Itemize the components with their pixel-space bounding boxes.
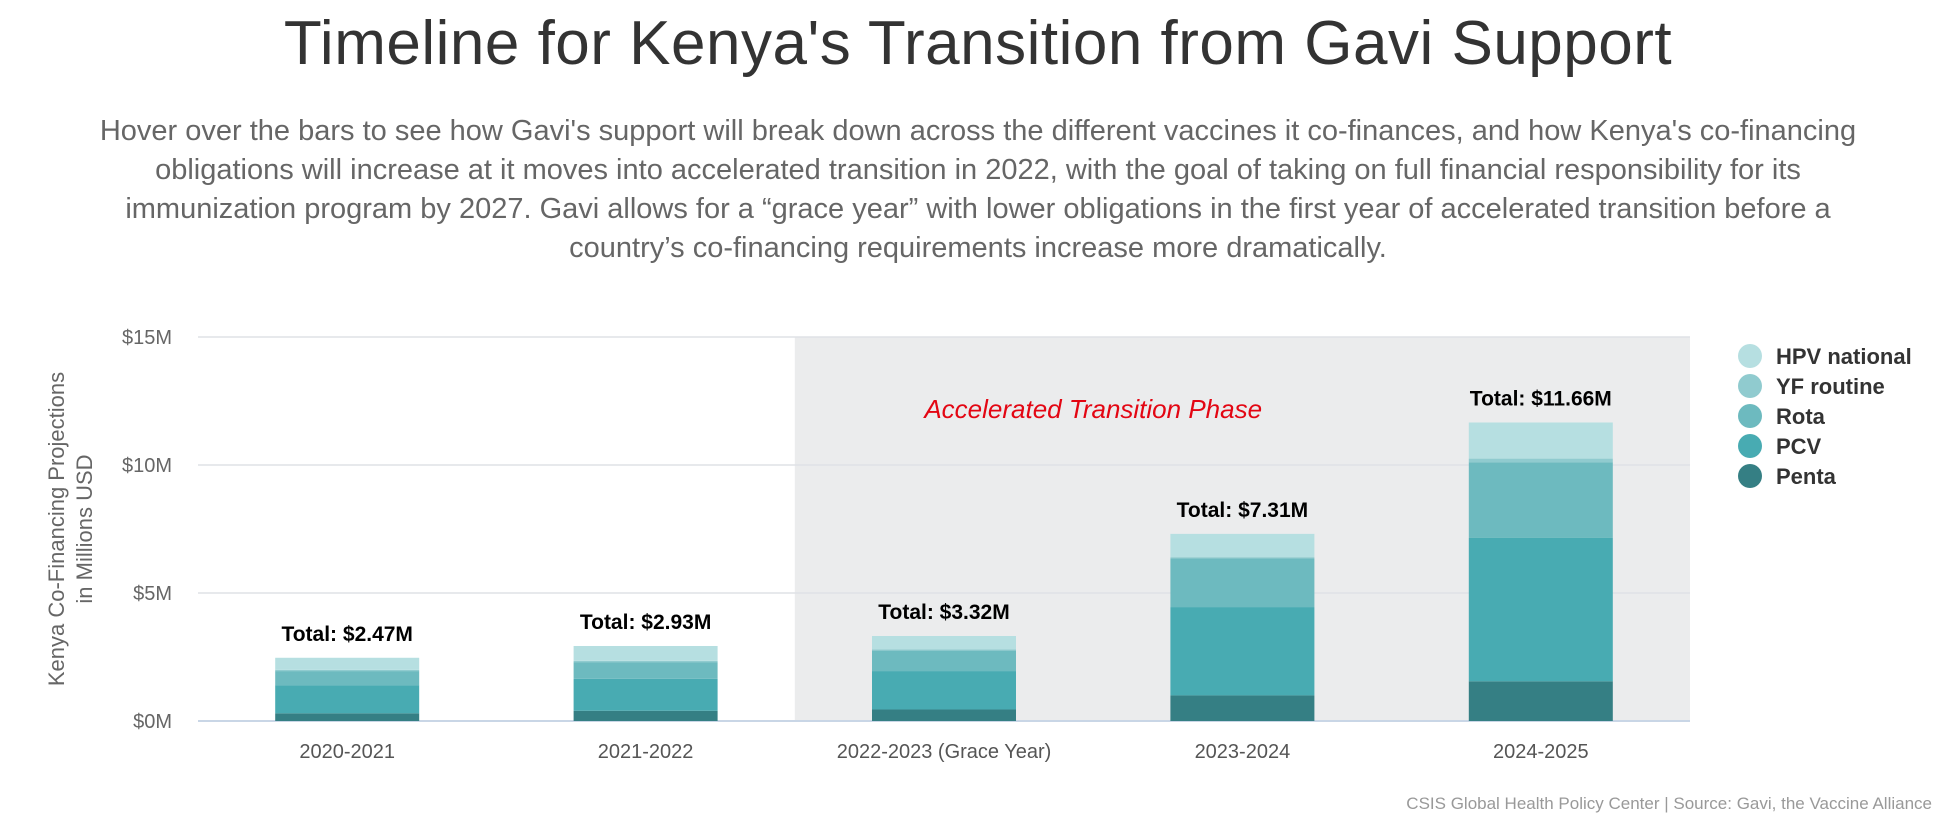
y-tick-label: $15M	[122, 327, 172, 349]
bar-segment-yf-routine	[1170, 557, 1315, 559]
legend-swatch	[1738, 344, 1762, 368]
bar-segment-yf-routine	[1468, 458, 1613, 463]
bar-segment-pcv	[275, 685, 420, 714]
bar-segment-penta	[1468, 681, 1613, 721]
bar-total-label: Total: $2.93M	[580, 611, 711, 634]
bar-segment-rota	[1468, 462, 1613, 538]
legend-label: YF routine	[1776, 374, 1885, 399]
bar-segment-pcv	[872, 671, 1016, 710]
bar-segment-yf-routine	[275, 669, 420, 672]
bar-segment-rota	[275, 671, 420, 686]
bar-segment-rota	[573, 662, 718, 679]
legend-label: Rota	[1776, 404, 1826, 429]
chart-title: Timeline for Kenya's Transition from Gav…	[283, 9, 1673, 78]
y-tick-label: $5M	[133, 583, 172, 605]
bar-segment-hpv-national	[1468, 422, 1613, 459]
x-tick-label: 2020-2021	[299, 741, 395, 763]
bar-segment-pcv	[1170, 607, 1315, 696]
legend-swatch	[1738, 434, 1762, 458]
source-note: CSIS Global Health Policy Center | Sourc…	[1406, 794, 1932, 813]
legend-label: Penta	[1776, 464, 1837, 489]
legend-label: PCV	[1776, 434, 1822, 459]
bar-segment-hpv-national	[872, 636, 1016, 650]
y-tick-label: $10M	[122, 455, 172, 477]
legend-swatch	[1738, 374, 1762, 398]
legend-label: HPV national	[1776, 344, 1912, 369]
bar-segment-hpv-national	[573, 645, 718, 661]
y-axis-label: in Millions USD	[72, 454, 97, 603]
bar-segment-hpv-national	[1170, 533, 1315, 558]
x-tick-label: 2023-2024	[1195, 741, 1291, 763]
bar-segment-rota	[1170, 558, 1315, 608]
phase-annotation: Accelerated Transition Phase	[922, 394, 1262, 424]
bar-total-label: Total: $2.47M	[281, 623, 412, 646]
bar-segment-penta	[1170, 695, 1315, 721]
y-axis-label: Kenya Co-Financing Projections	[44, 372, 69, 686]
x-tick-label: 2024-2025	[1493, 741, 1589, 763]
y-tick-label: $0M	[133, 711, 172, 733]
bar-segment-pcv	[573, 678, 718, 711]
legend-swatch	[1738, 404, 1762, 428]
bar-segment-pcv	[1468, 537, 1613, 682]
bar-total-label: Total: $11.66M	[1470, 388, 1612, 411]
bar-segment-penta	[275, 713, 420, 721]
bar-segment-rota	[872, 650, 1016, 672]
bar-segment-penta	[573, 710, 718, 721]
chart-subtitle: Hover over the bars to see how Gavi's su…	[99, 115, 1857, 264]
bar-segment-yf-routine	[573, 660, 718, 663]
bar-total-label: Total: $7.31M	[1177, 499, 1308, 522]
x-tick-label: 2022-2023 (Grace Year)	[837, 741, 1052, 763]
bar-segment-penta	[872, 709, 1016, 721]
bar-segment-yf-routine	[872, 649, 1016, 651]
legend-swatch	[1738, 464, 1762, 488]
bar-total-label: Total: $3.32M	[878, 601, 1009, 624]
bar-segment-hpv-national	[275, 657, 420, 670]
x-tick-label: 2021-2022	[598, 741, 694, 763]
